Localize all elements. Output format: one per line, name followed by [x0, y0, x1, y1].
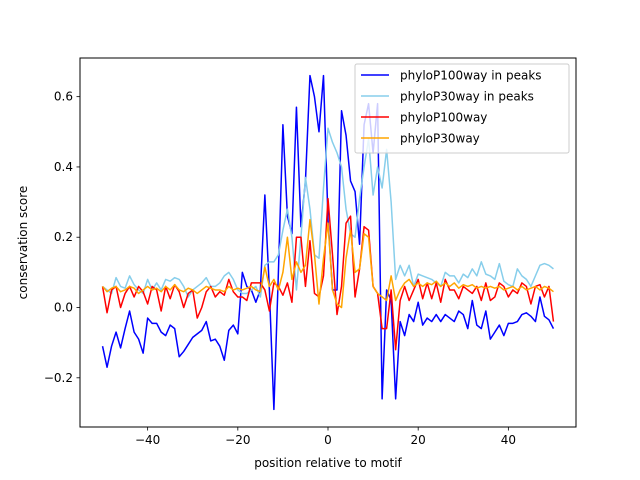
- x-tick-label: −20: [225, 433, 250, 447]
- x-tick-label: −40: [135, 433, 160, 447]
- y-tick-label: 0.2: [54, 230, 73, 244]
- series-layer: [101, 74, 555, 411]
- x-tick-label: 0: [324, 433, 332, 447]
- series-line-phylop30way-in-peaks: [102, 127, 554, 298]
- x-axis-label: position relative to motif: [254, 456, 402, 470]
- series-line-phylop100way: [101, 197, 555, 351]
- legend: phyloP100way in peaks phyloP30way in peak…: [354, 63, 570, 154]
- legend-label-phylop100way-in-peaks: phyloP100way in peaks: [400, 69, 542, 83]
- series-line-phylop30way: [101, 218, 554, 309]
- legend-box: [354, 63, 570, 154]
- y-tick-label: −0.2: [44, 371, 73, 385]
- legend-label-phylop30way: phyloP30way: [400, 132, 480, 146]
- series-line-phylop100way-in-peaks: [101, 74, 555, 411]
- x-tick-label: 20: [411, 433, 426, 447]
- y-axis-label: conservation score: [16, 186, 30, 300]
- x-axis-ticks: −40 −20 0 20 40: [135, 427, 516, 447]
- x-tick-label: 40: [501, 433, 516, 447]
- y-tick-label: 0.0: [54, 301, 73, 315]
- y-tick-label: 0.6: [54, 90, 73, 104]
- legend-label-phylop30way-in-peaks: phyloP30way in peaks: [400, 90, 534, 104]
- y-axis-ticks: −0.2 0.0 0.2 0.4 0.6: [44, 90, 80, 385]
- y-tick-label: 0.4: [54, 160, 73, 174]
- legend-label-phylop100way: phyloP100way: [400, 111, 487, 125]
